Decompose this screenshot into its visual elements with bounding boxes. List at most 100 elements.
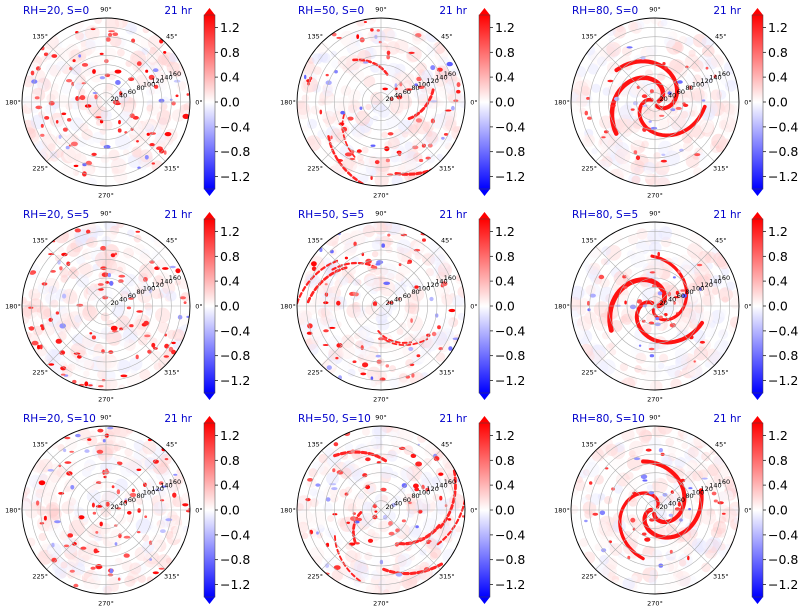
field-cell xyxy=(30,495,37,502)
radial-tick-label: 80 xyxy=(685,288,693,296)
field-cell xyxy=(604,496,613,505)
convective-cell xyxy=(117,128,122,133)
field-cell xyxy=(363,75,376,88)
field-cell xyxy=(413,86,428,100)
colorbar-tick-label: 0.8 xyxy=(768,453,788,468)
radial-tick-label: 160 xyxy=(169,274,181,282)
convective-cell xyxy=(388,521,393,526)
angle-tick-label: 135° xyxy=(581,33,597,41)
field-cell xyxy=(386,30,397,41)
convective-cell xyxy=(387,132,394,136)
field-cell xyxy=(325,304,340,320)
angle-tick-label: 135° xyxy=(32,237,48,245)
field-cell xyxy=(85,39,96,50)
convective-cell xyxy=(419,158,424,163)
convective-cell xyxy=(356,149,362,153)
convective-cell xyxy=(375,262,381,266)
convective-cell xyxy=(304,74,307,80)
convective-cell xyxy=(409,542,412,545)
convective-cell xyxy=(160,529,166,533)
convective-cell xyxy=(332,468,336,473)
field-cell xyxy=(78,354,94,369)
radial-tick-label: 60 xyxy=(403,88,411,96)
convective-cell xyxy=(375,354,381,358)
colorbar-tick-label: 0.0 xyxy=(495,299,515,314)
field-cell xyxy=(646,45,658,57)
convective-cell xyxy=(151,162,155,165)
field-cell xyxy=(420,490,435,505)
convective-cell xyxy=(99,52,104,56)
convective-cell xyxy=(114,542,118,546)
angle-tick-label: 90° xyxy=(375,6,387,14)
field-cell xyxy=(86,435,98,447)
colorbar: 1.2 0.8 0.4 0.0 −0.4 −0.8 −1.2 xyxy=(203,212,250,400)
convective-cell xyxy=(36,500,40,506)
field-cell xyxy=(53,228,69,244)
field-cell xyxy=(151,136,168,153)
field-cell xyxy=(319,336,328,345)
convective-cell xyxy=(78,54,82,58)
convective-cell xyxy=(332,513,338,516)
field-cell xyxy=(22,501,31,511)
field-cell xyxy=(348,104,358,114)
convective-cell xyxy=(63,448,67,453)
colorbar-extend-low xyxy=(204,393,215,400)
field-cell xyxy=(701,562,711,573)
convective-cell xyxy=(446,61,453,67)
field-cell xyxy=(67,497,76,506)
field-cell xyxy=(436,153,443,161)
field-cell xyxy=(335,97,351,113)
field-cell xyxy=(609,543,623,556)
field-cell xyxy=(646,484,654,491)
convective-cell xyxy=(384,146,390,152)
colorbar-tick-label: −1.2 xyxy=(220,169,250,184)
field-cell xyxy=(628,21,639,32)
angle-tick-label: 90° xyxy=(649,414,661,422)
convective-cell xyxy=(305,498,311,502)
field-cell xyxy=(619,104,634,119)
convective-cell xyxy=(94,94,98,100)
colorbar-extend-low xyxy=(479,597,490,604)
colorbar-tick-label: 1.2 xyxy=(220,224,240,239)
convective-cell xyxy=(679,148,684,152)
field-cell xyxy=(421,69,433,82)
field-cell xyxy=(672,41,684,54)
radial-tick-label: 40 xyxy=(668,499,676,507)
angle-tick-label: 90° xyxy=(100,414,112,422)
field-cell xyxy=(318,453,328,464)
field-cell xyxy=(621,313,633,325)
colorbar-tick-label: −1.2 xyxy=(768,373,798,388)
field-cell xyxy=(93,533,103,542)
field-cell xyxy=(432,493,441,502)
colorbar-tick-label: 1.2 xyxy=(495,224,515,239)
field-cell xyxy=(408,124,418,134)
angle-tick-label: 270° xyxy=(647,600,663,608)
field-cell xyxy=(373,123,383,134)
convective-cell xyxy=(54,520,61,524)
convective-cell xyxy=(599,510,606,516)
convective-cell xyxy=(347,116,354,121)
convective-cell xyxy=(73,583,79,588)
field-cell xyxy=(606,42,622,57)
field-cell xyxy=(64,100,74,110)
field-cell xyxy=(77,88,86,96)
convective-cell xyxy=(622,275,627,279)
convective-cell xyxy=(642,479,648,482)
angular-grid-line xyxy=(321,101,382,162)
colorbar-tick-label: −0.4 xyxy=(768,527,798,542)
convective-cell xyxy=(376,29,380,32)
convective-cell xyxy=(677,80,683,84)
colorbar: 1.2 0.8 0.4 0.0 −0.4 −0.8 −1.2 xyxy=(751,212,798,400)
field-cell xyxy=(686,73,696,83)
field-cell xyxy=(354,559,367,573)
panel-title: RH=20, S=5 xyxy=(23,209,89,221)
rainband xyxy=(333,535,364,584)
angular-grid-line xyxy=(46,305,107,366)
field-cell xyxy=(181,492,190,505)
angle-tick-label: 180° xyxy=(5,303,21,311)
field-cell xyxy=(106,528,122,543)
field-cell xyxy=(389,250,402,264)
convective-cell xyxy=(668,513,674,517)
field-cell xyxy=(688,367,697,376)
field-cell xyxy=(614,148,631,165)
